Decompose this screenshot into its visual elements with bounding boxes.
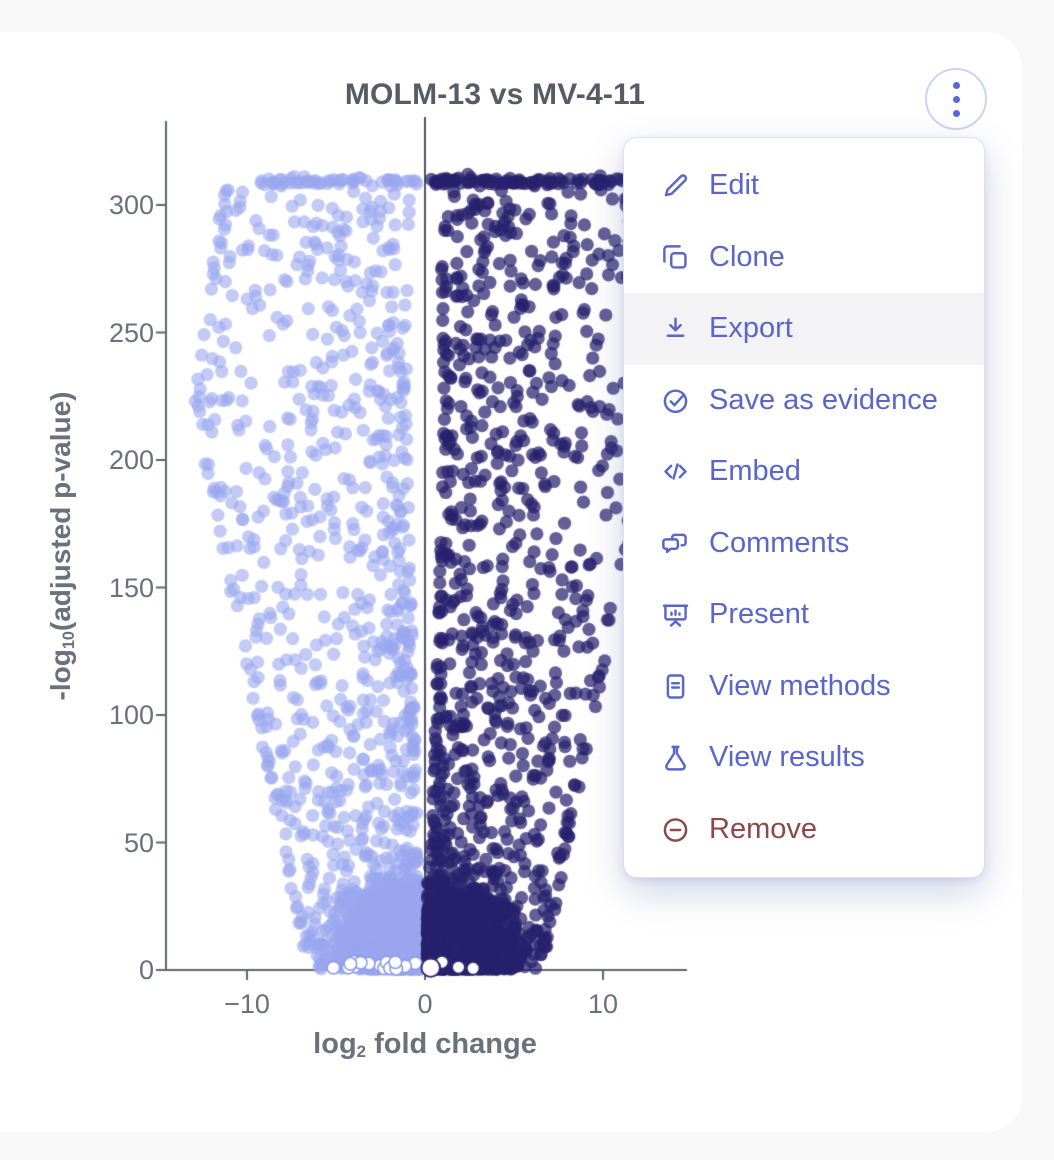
menu-item-label: Embed bbox=[709, 455, 801, 488]
menu-item-comments[interactable]: Comments bbox=[624, 508, 984, 580]
y-tick-label: 0 bbox=[138, 955, 154, 985]
y-tick-label: 100 bbox=[108, 700, 154, 730]
remove-circle-icon bbox=[660, 814, 691, 845]
menu-item-label: Save as evidence bbox=[709, 383, 938, 416]
x-tick-label: 0 bbox=[417, 989, 433, 1019]
export-icon bbox=[660, 313, 691, 344]
y-tick-label: 250 bbox=[108, 317, 154, 348]
present-icon bbox=[660, 599, 691, 630]
menu-item-label: View methods bbox=[709, 669, 891, 702]
kebab-menu-icon bbox=[952, 81, 960, 89]
menu-item-label: Comments bbox=[709, 526, 850, 559]
more-options-button[interactable] bbox=[925, 68, 987, 130]
comments-icon bbox=[660, 528, 691, 559]
menu-item-clone[interactable]: Clone bbox=[624, 222, 984, 294]
menu-item-embed[interactable]: Embed bbox=[624, 436, 984, 508]
check-circle-icon bbox=[660, 385, 691, 416]
y-tick-label: 50 bbox=[123, 827, 154, 858]
menu-item-view-results[interactable]: View results bbox=[624, 722, 984, 794]
x-tick-label: −10 bbox=[224, 989, 270, 1019]
y-tick-label: 150 bbox=[108, 572, 154, 603]
chart-title: MOLM-13 vs MV-4-11 bbox=[344, 78, 646, 111]
code-icon bbox=[660, 456, 691, 487]
y-tick-label: 200 bbox=[108, 445, 154, 475]
clone-icon bbox=[660, 242, 691, 273]
menu-item-export[interactable]: Export bbox=[624, 293, 984, 365]
context-menu: Edit Clone Export Save as evidence Embed Comm… bbox=[623, 137, 985, 878]
document-icon bbox=[660, 671, 691, 702]
edit-icon bbox=[660, 170, 691, 201]
menu-item-label: Export bbox=[709, 312, 793, 345]
menu-item-label: Remove bbox=[709, 812, 817, 845]
menu-item-present[interactable]: Present bbox=[624, 579, 984, 651]
flask-icon bbox=[660, 742, 691, 773]
x-axis-label: log2 fold change bbox=[313, 1028, 537, 1061]
menu-item-remove[interactable]: Remove bbox=[624, 794, 984, 866]
y-tick-label: 300 bbox=[108, 190, 154, 220]
menu-item-label: Clone bbox=[709, 240, 785, 273]
menu-item-save-as-evidence[interactable]: Save as evidence bbox=[624, 365, 984, 437]
menu-item-label: Edit bbox=[709, 169, 759, 202]
menu-item-label: View results bbox=[709, 741, 865, 774]
menu-item-edit[interactable]: Edit bbox=[624, 150, 984, 222]
menu-item-label: Present bbox=[709, 598, 809, 631]
x-tick-label: 10 bbox=[587, 989, 619, 1019]
menu-item-view-methods[interactable]: View methods bbox=[624, 651, 984, 723]
